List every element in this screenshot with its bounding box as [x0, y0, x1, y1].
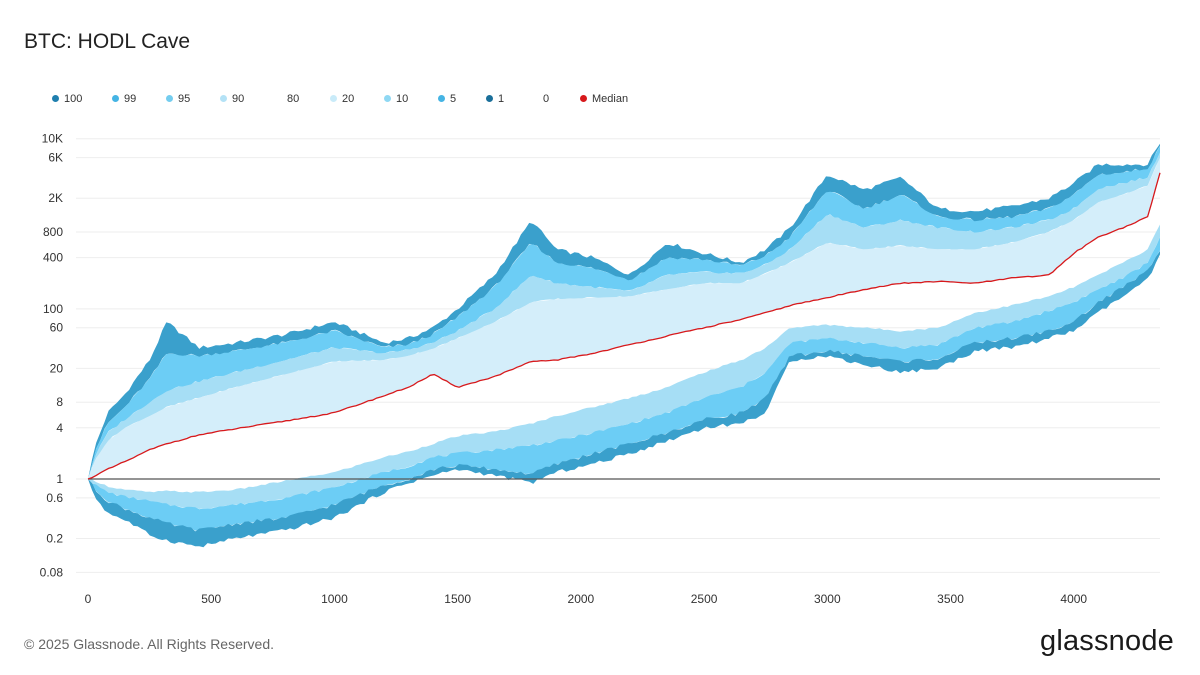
- copyright-footer: © 2025 Glassnode. All Rights Reserved.: [24, 636, 275, 652]
- y-axis: 10K 6K 2K 800 400 100 60 20 8 4 1 0.6 0.2 0.08: [40, 132, 64, 580]
- legend-item-median[interactable]: Median: [580, 93, 628, 105]
- y-tick-label-0.6: 0.6: [46, 491, 63, 505]
- legend-swatch-95: [166, 95, 173, 102]
- legend-swatch-median: [580, 95, 587, 102]
- y-tick-label-100: 100: [43, 302, 63, 316]
- legend-item-0[interactable]: 0: [531, 93, 549, 105]
- chart-title: BTC: HODL Cave: [24, 30, 191, 53]
- x-tick-label-1000: 1000: [321, 592, 348, 606]
- y-tick-label-0.2: 0.2: [46, 531, 63, 545]
- band-areas: [88, 143, 1160, 548]
- legend-item-80[interactable]: 80: [275, 93, 299, 105]
- legend-label-1: 1: [498, 93, 505, 105]
- x-tick-label-3500: 3500: [937, 592, 964, 606]
- legend-swatch-10: [384, 95, 391, 102]
- glassnode-logo: glassnode: [1039, 625, 1174, 657]
- legend-item-5[interactable]: 5: [438, 93, 456, 105]
- legend-label-20: 20: [342, 93, 355, 105]
- y-tick-label-8: 8: [56, 395, 63, 409]
- band-90-80: [88, 157, 1160, 479]
- y-tick-label-1: 1: [56, 472, 63, 486]
- median-line: [87, 172, 1161, 480]
- y-tick-label-0.08: 0.08: [40, 565, 64, 579]
- y-tick-label-800: 800: [43, 225, 63, 239]
- legend-label-95: 95: [178, 93, 191, 105]
- legend-item-1[interactable]: 1: [486, 93, 504, 105]
- x-tick-label-4000: 4000: [1060, 592, 1087, 606]
- y-tick-label-60: 60: [50, 321, 64, 335]
- legend-item-20[interactable]: 20: [330, 93, 354, 105]
- legend-item-99[interactable]: 99: [112, 93, 136, 105]
- x-tick-label-0: 0: [85, 592, 92, 606]
- legend-item-95[interactable]: 95: [166, 93, 190, 105]
- legend-swatch-90: [220, 95, 227, 102]
- legend-label-5: 5: [450, 93, 457, 105]
- x-axis: 0 500 1000 1500 2000 2500 3000 3500 4000: [85, 592, 1088, 606]
- legend-label-0: 0: [543, 93, 550, 105]
- legend-swatch-1: [486, 95, 493, 102]
- legend-label-10: 10: [396, 93, 409, 105]
- series-lines: [87, 172, 1161, 480]
- legend-label-90: 90: [232, 93, 245, 105]
- y-tick-label-4: 4: [56, 421, 63, 435]
- legend-label-80: 80: [287, 93, 300, 105]
- legend-item-10[interactable]: 10: [384, 93, 408, 105]
- legend-item-90[interactable]: 90: [220, 93, 244, 105]
- legend-label-median: Median: [592, 93, 629, 105]
- x-tick-label-1500: 1500: [444, 592, 471, 606]
- y-tick-label-2K: 2K: [48, 191, 63, 205]
- y-tick-label-400: 400: [43, 251, 63, 265]
- x-tick-label-3000: 3000: [814, 592, 841, 606]
- legend-item-100[interactable]: 100: [52, 93, 82, 105]
- y-tick-label-10K: 10K: [42, 132, 63, 146]
- legend-swatch-20: [330, 95, 337, 102]
- legend-swatch-5: [438, 95, 445, 102]
- band-95-90: [88, 152, 1160, 479]
- y-tick-label-20: 20: [50, 361, 64, 375]
- legend-swatch-100: [52, 95, 59, 102]
- x-tick-label-2000: 2000: [568, 592, 595, 606]
- y-tick-label-6K: 6K: [48, 151, 63, 165]
- x-tick-label-500: 500: [201, 592, 221, 606]
- legend-swatch-99: [112, 95, 119, 102]
- x-tick-label-2500: 2500: [691, 592, 718, 606]
- legend-label-100: 100: [64, 93, 83, 105]
- hodl-cave-chart: 10K 6K 2K 800 400 100 60 20 8 4 1 0.6 0.2 0.08 0 500 10…: [40, 132, 1161, 606]
- legend-label-99: 99: [124, 93, 137, 105]
